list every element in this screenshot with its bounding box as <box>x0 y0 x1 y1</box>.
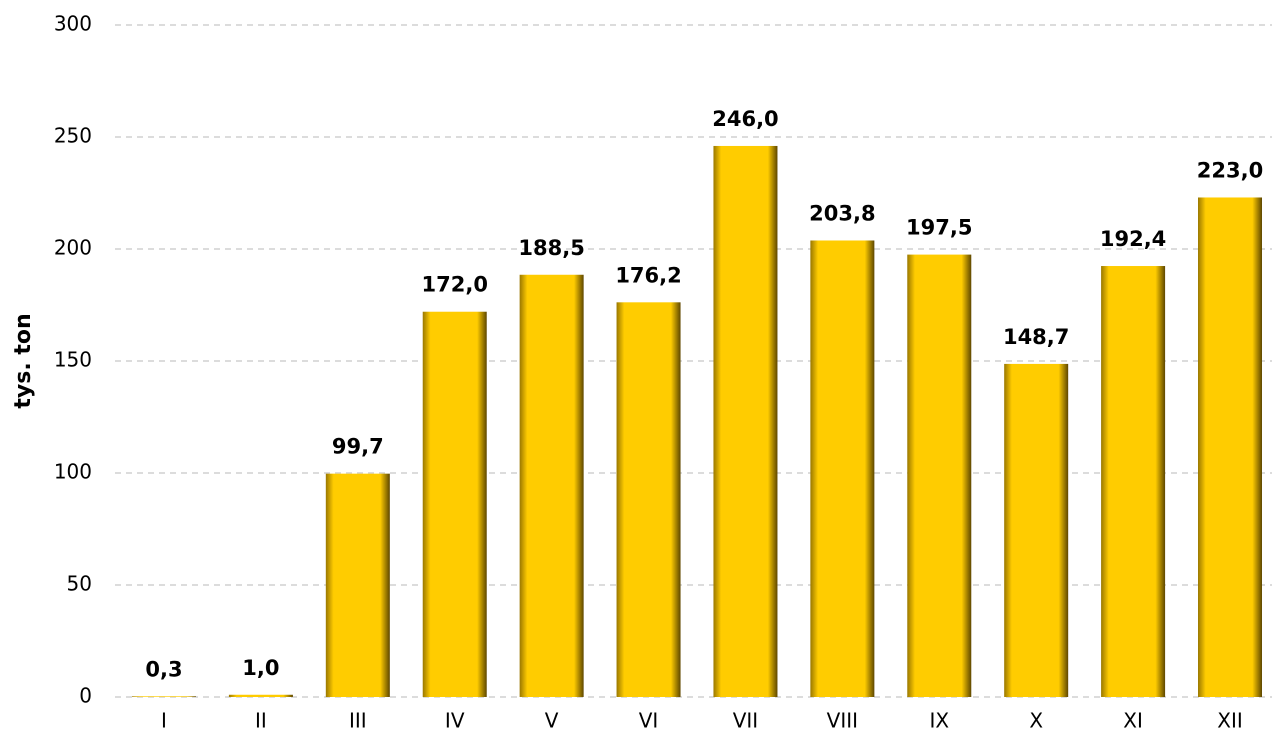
bar <box>616 302 681 697</box>
value-label: 188,5 <box>518 236 584 260</box>
bar <box>1004 363 1069 697</box>
bar <box>713 145 778 697</box>
bar <box>422 311 487 697</box>
value-label: 197,5 <box>906 216 972 240</box>
x-tick-label: VI <box>639 709 659 733</box>
bar <box>1101 266 1166 697</box>
x-tick-label: III <box>349 709 367 733</box>
value-label: 246,0 <box>712 107 778 131</box>
y-tick-label: 200 <box>54 236 92 260</box>
y-tick-label: 50 <box>67 572 92 596</box>
bar <box>1198 197 1262 698</box>
x-tick-label: IV <box>445 709 465 733</box>
y-tick-label: 250 <box>54 124 92 148</box>
x-tick-label: VIII <box>827 709 858 733</box>
x-tick-label: I <box>161 709 167 733</box>
bar <box>907 254 972 697</box>
x-tick-label: XII <box>1217 709 1243 733</box>
x-tick-label: II <box>255 709 267 733</box>
value-label: 192,4 <box>1100 227 1166 251</box>
x-tick-label: V <box>545 709 559 733</box>
value-label: 99,7 <box>332 435 384 459</box>
x-tick-label: VII <box>733 709 758 733</box>
value-label: 176,2 <box>615 263 681 287</box>
y-axis-label: tys. ton <box>11 313 36 408</box>
bar <box>228 694 293 697</box>
y-tick-label: 300 <box>54 12 92 36</box>
value-label: 172,0 <box>422 273 488 297</box>
y-tick-label: 150 <box>54 348 92 372</box>
value-label: 203,8 <box>809 201 875 225</box>
y-tick-label: 0 <box>79 684 92 708</box>
bar <box>810 240 875 697</box>
x-tick-label: X <box>1029 709 1043 733</box>
bar <box>132 696 196 697</box>
value-label: 0,3 <box>145 657 182 681</box>
value-label: 223,0 <box>1197 158 1263 182</box>
value-label: 148,7 <box>1003 325 1069 349</box>
value-label: 1,0 <box>242 656 279 680</box>
x-tick-label: XI <box>1123 709 1143 733</box>
bar <box>325 473 390 697</box>
bar <box>519 274 584 697</box>
x-tick-label: IX <box>929 709 949 733</box>
y-tick-label: 100 <box>54 460 92 484</box>
